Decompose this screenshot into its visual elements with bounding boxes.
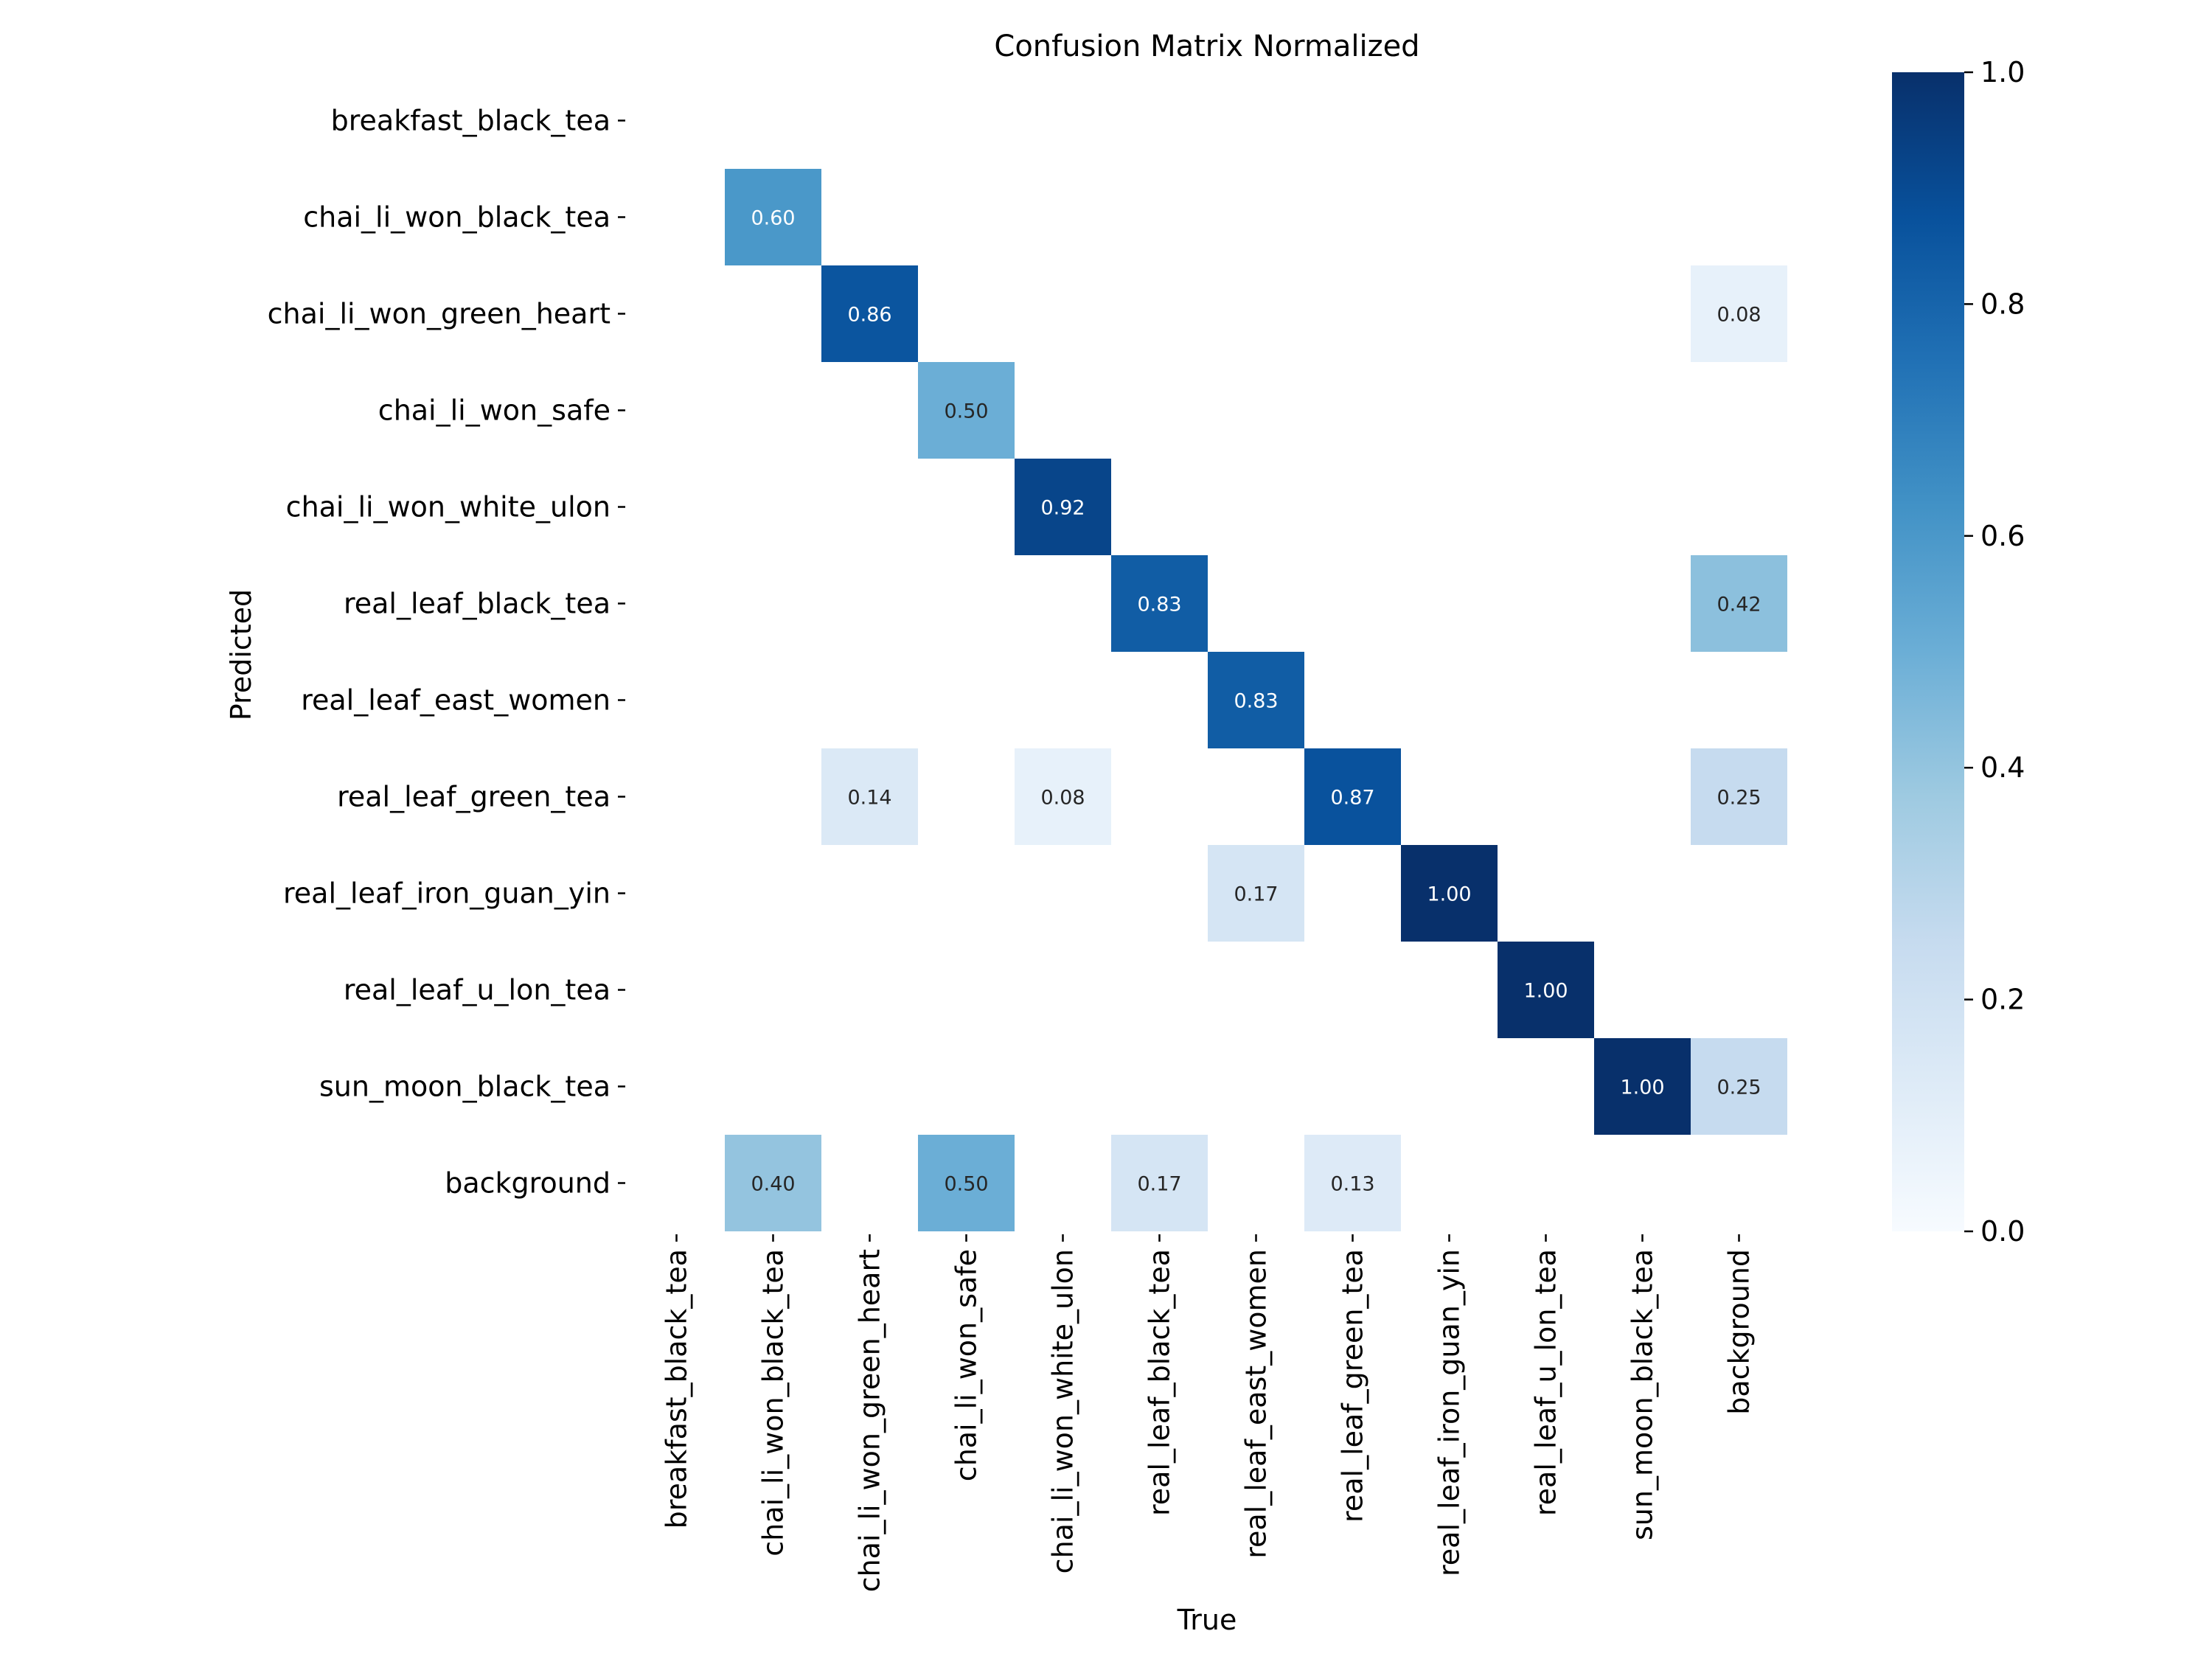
heatmap-cell bbox=[1208, 652, 1304, 748]
y-tick-label: real_leaf_east_women bbox=[301, 684, 611, 717]
x-tick-label: chai_li_won_green_heart bbox=[854, 1249, 886, 1592]
y-axis-ticks: breakfast_black_tea chai_li_won_black_tea… bbox=[268, 105, 625, 1200]
cell-value-label: 0.08 bbox=[1717, 304, 1761, 327]
y-tick-label: breakfast_black_tea bbox=[331, 105, 611, 137]
cell-value-label: 0.25 bbox=[1717, 1077, 1761, 1099]
heatmap-cell bbox=[1498, 942, 1594, 1038]
heatmap-cell bbox=[1401, 845, 1498, 942]
heatmap-cell bbox=[1691, 748, 1787, 845]
x-tick-label: chai_li_won_safe bbox=[950, 1249, 983, 1481]
colorbar-tick-label: 1.0 bbox=[1980, 56, 2025, 88]
cell-value-label: 1.00 bbox=[1620, 1077, 1664, 1099]
y-tick-label: sun_moon_black_tea bbox=[319, 1071, 611, 1103]
heatmap-cell bbox=[1304, 1135, 1401, 1231]
y-tick-label: real_leaf_green_tea bbox=[337, 781, 611, 813]
heatmap-cell bbox=[1208, 845, 1304, 942]
cell-value-label: 0.86 bbox=[847, 304, 891, 327]
cell-value-label: 0.08 bbox=[1040, 787, 1085, 810]
cell-value-label: 0.83 bbox=[1137, 594, 1181, 616]
colorbar-tick-label: 0.0 bbox=[1980, 1215, 2025, 1248]
x-tick-label: real_leaf_black_tea bbox=[1144, 1249, 1176, 1516]
heatmap-cell bbox=[1111, 1135, 1208, 1231]
x-axis-ticks: breakfast_black_tea chai_li_won_black_tea… bbox=[661, 1234, 1756, 1592]
y-tick-label: chai_li_won_black_tea bbox=[303, 201, 611, 234]
cell-value-label: 0.42 bbox=[1717, 594, 1761, 616]
y-tick-label: real_leaf_black_tea bbox=[344, 588, 611, 620]
heatmap-cell bbox=[821, 748, 918, 845]
heatmap-cell bbox=[918, 362, 1015, 459]
colorbar-tick-label: 0.2 bbox=[1980, 984, 2025, 1016]
cell-value-label: 0.83 bbox=[1234, 690, 1278, 713]
cell-value-label: 0.92 bbox=[1040, 497, 1085, 520]
cell-value-label: 0.60 bbox=[751, 207, 795, 230]
x-tick-label: breakfast_black_tea bbox=[661, 1249, 693, 1528]
heatmap-cell bbox=[1691, 1038, 1787, 1135]
heatmap-cell bbox=[725, 169, 821, 265]
x-tick-label: real_leaf_east_women bbox=[1240, 1249, 1273, 1559]
x-tick-label: chai_li_won_white_ulon bbox=[1047, 1249, 1079, 1573]
cell-value-label: 0.14 bbox=[847, 787, 891, 810]
x-tick-label: chai_li_won_black_tea bbox=[757, 1249, 790, 1557]
x-tick-label: background bbox=[1723, 1249, 1756, 1415]
cell-value-label: 0.13 bbox=[1330, 1173, 1374, 1196]
y-tick-label: chai_li_won_green_heart bbox=[268, 298, 611, 330]
heatmap-cell bbox=[1111, 555, 1208, 652]
cell-value-label: 0.40 bbox=[751, 1173, 795, 1196]
y-axis-label: Predicted bbox=[225, 589, 257, 720]
colorbar: 0.0 0.2 0.4 0.6 0.8 1.0 bbox=[1892, 56, 2025, 1248]
cell-value-label: 1.00 bbox=[1427, 883, 1471, 906]
x-tick-label: real_leaf_green_tea bbox=[1337, 1249, 1369, 1523]
colorbar-tick-label: 0.6 bbox=[1980, 520, 2025, 552]
cell-value-label: 0.50 bbox=[944, 400, 988, 423]
colorbar-gradient bbox=[1892, 72, 1964, 1231]
heatmap-cell bbox=[918, 1135, 1015, 1231]
y-tick-label: chai_li_won_safe bbox=[378, 394, 611, 427]
cell-value-label: 0.50 bbox=[944, 1173, 988, 1196]
colorbar-tick-label: 0.4 bbox=[1980, 751, 2025, 784]
cell-value-label: 0.25 bbox=[1717, 787, 1761, 810]
x-axis-label: True bbox=[1177, 1604, 1237, 1636]
chart-title: Confusion Matrix Normalized bbox=[994, 29, 1419, 63]
cell-value-label: 0.17 bbox=[1234, 883, 1278, 906]
y-tick-label: chai_li_won_white_ulon bbox=[286, 491, 611, 524]
heatmap-cell bbox=[1015, 459, 1111, 555]
cell-value-label: 1.00 bbox=[1523, 980, 1568, 1003]
heatmap-cells: 0.60 0.86 0.08 0.50 0.92 0.83 0.42 0.83 0.14 0.08… bbox=[725, 169, 1787, 1231]
heatmap-cell bbox=[1304, 748, 1401, 845]
x-tick-label: sun_moon_black_tea bbox=[1627, 1249, 1659, 1540]
heatmap-cell bbox=[725, 1135, 821, 1231]
colorbar-tick-label: 0.8 bbox=[1980, 288, 2025, 320]
heatmap-cell bbox=[1594, 1038, 1691, 1135]
heatmap-cell bbox=[821, 265, 918, 362]
y-tick-label: real_leaf_iron_guan_yin bbox=[283, 877, 611, 910]
y-tick-label: background bbox=[445, 1167, 611, 1200]
x-tick-label: real_leaf_u_lon_tea bbox=[1530, 1249, 1562, 1516]
heatmap-cell bbox=[1691, 555, 1787, 652]
heatmap-cell bbox=[1691, 265, 1787, 362]
y-tick-label: real_leaf_u_lon_tea bbox=[344, 974, 611, 1006]
cell-value-label: 0.17 bbox=[1137, 1173, 1181, 1196]
cell-value-label: 0.87 bbox=[1330, 787, 1374, 810]
heatmap-cell bbox=[1015, 748, 1111, 845]
x-tick-label: real_leaf_iron_guan_yin bbox=[1433, 1249, 1466, 1576]
